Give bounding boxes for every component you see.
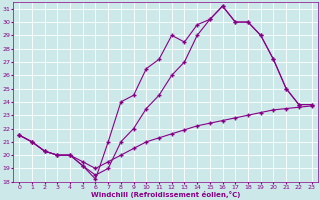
X-axis label: Windchill (Refroidissement éolien,°C): Windchill (Refroidissement éolien,°C) — [91, 191, 240, 198]
